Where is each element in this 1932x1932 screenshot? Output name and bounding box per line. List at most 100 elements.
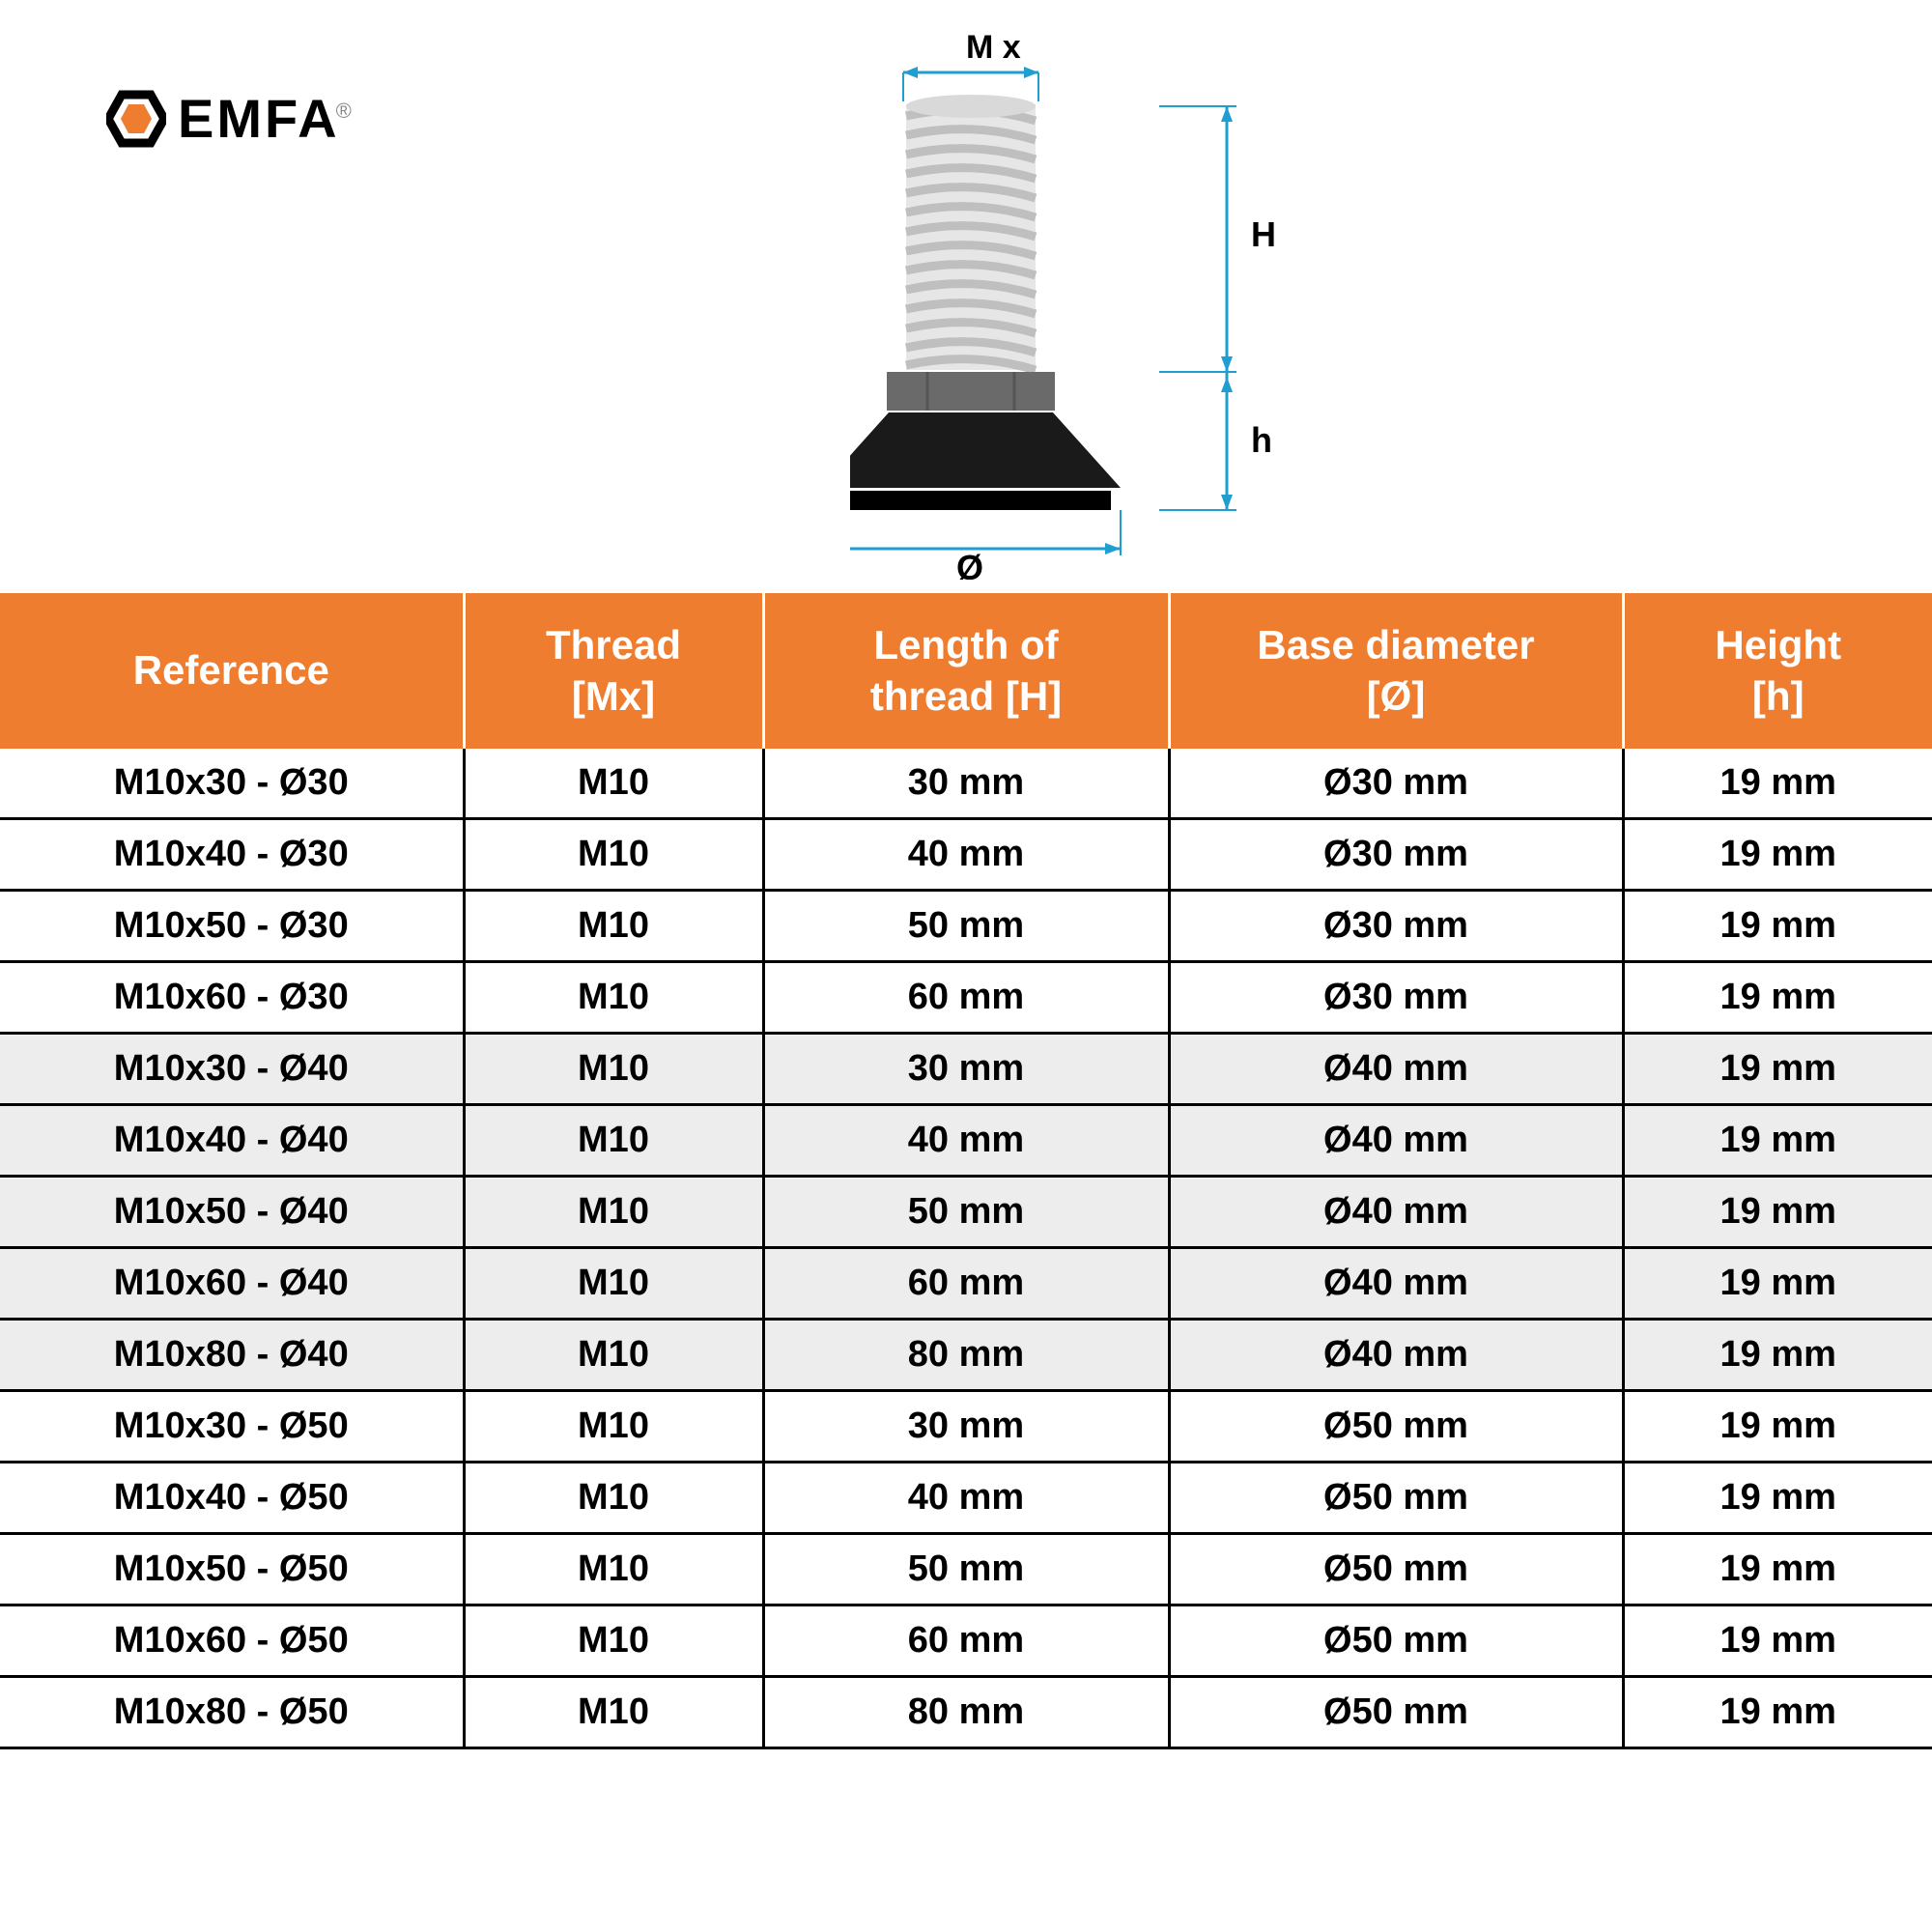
cell-hh: 19 mm <box>1623 1605 1932 1677</box>
cell-d: Ø40 mm <box>1169 1320 1623 1391</box>
cell-d: Ø30 mm <box>1169 749 1623 819</box>
table-row: M10x50 - Ø40M1050 mmØ40 mm19 mm <box>0 1177 1932 1248</box>
hex-nut <box>887 372 1055 411</box>
table-row: M10x30 - Ø30M1030 mmØ30 mm19 mm <box>0 749 1932 819</box>
spec-table: Reference Thread[Mx] Length ofthread [H]… <box>0 593 1932 1749</box>
cell-hh: 19 mm <box>1623 1534 1932 1605</box>
cell-H: 30 mm <box>763 1391 1169 1463</box>
cell-mx: M10 <box>464 1320 763 1391</box>
cell-hh: 19 mm <box>1623 1320 1932 1391</box>
cell-d: Ø50 mm <box>1169 1463 1623 1534</box>
cell-ref: M10x50 - Ø30 <box>0 891 464 962</box>
cell-mx: M10 <box>464 1034 763 1105</box>
registered-mark: ® <box>336 99 355 123</box>
cell-mx: M10 <box>464 1177 763 1248</box>
cell-mx: M10 <box>464 1534 763 1605</box>
cell-hh: 19 mm <box>1623 1177 1932 1248</box>
cell-d: Ø50 mm <box>1169 1534 1623 1605</box>
cell-d: Ø50 mm <box>1169 1677 1623 1748</box>
cell-ref: M10x80 - Ø40 <box>0 1320 464 1391</box>
cell-H: 60 mm <box>763 1248 1169 1320</box>
cell-d: Ø40 mm <box>1169 1105 1623 1177</box>
cell-H: 40 mm <box>763 819 1169 891</box>
table-row: M10x30 - Ø50M1030 mmØ50 mm19 mm <box>0 1391 1932 1463</box>
cell-H: 50 mm <box>763 891 1169 962</box>
cell-hh: 19 mm <box>1623 1677 1932 1748</box>
cell-ref: M10x50 - Ø40 <box>0 1177 464 1248</box>
cell-H: 50 mm <box>763 1534 1169 1605</box>
col-header-reference: Reference <box>0 593 464 749</box>
spec-table-container: Reference Thread[Mx] Length ofthread [H]… <box>0 593 1932 1749</box>
cell-ref: M10x30 - Ø40 <box>0 1034 464 1105</box>
brand-logo: EMFA® <box>106 87 355 150</box>
col-header-length: Length ofthread [H] <box>763 593 1169 749</box>
cell-H: 60 mm <box>763 962 1169 1034</box>
cell-hh: 19 mm <box>1623 749 1932 819</box>
cell-H: 60 mm <box>763 1605 1169 1677</box>
cell-hh: 19 mm <box>1623 1463 1932 1534</box>
cell-d: Ø30 mm <box>1169 891 1623 962</box>
brand-name-text: EMFA <box>178 88 340 149</box>
cell-mx: M10 <box>464 1605 763 1677</box>
cell-d: Ø50 mm <box>1169 1391 1623 1463</box>
brand-name: EMFA® <box>178 87 355 150</box>
cell-mx: M10 <box>464 891 763 962</box>
table-row: M10x40 - Ø40M1040 mmØ40 mm19 mm <box>0 1105 1932 1177</box>
cell-hh: 19 mm <box>1623 819 1932 891</box>
cell-d: Ø40 mm <box>1169 1034 1623 1105</box>
table-header-row: Reference Thread[Mx] Length ofthread [H]… <box>0 593 1932 749</box>
cell-d: Ø30 mm <box>1169 819 1623 891</box>
cell-d: Ø40 mm <box>1169 1248 1623 1320</box>
cell-hh: 19 mm <box>1623 962 1932 1034</box>
table-row: M10x40 - Ø30M1040 mmØ30 mm19 mm <box>0 819 1932 891</box>
table-row: M10x60 - Ø50M1060 mmØ50 mm19 mm <box>0 1605 1932 1677</box>
cell-hh: 19 mm <box>1623 891 1932 962</box>
cell-H: 80 mm <box>763 1320 1169 1391</box>
table-row: M10x40 - Ø50M1040 mmØ50 mm19 mm <box>0 1463 1932 1534</box>
thread-shaft <box>906 95 1036 370</box>
table-row: M10x50 - Ø50M1050 mmØ50 mm19 mm <box>0 1534 1932 1605</box>
cell-mx: M10 <box>464 1248 763 1320</box>
cell-ref: M10x40 - Ø30 <box>0 819 464 891</box>
cell-H: 30 mm <box>763 1034 1169 1105</box>
conical-base <box>850 412 1121 488</box>
cell-ref: M10x60 - Ø50 <box>0 1605 464 1677</box>
cell-H: 40 mm <box>763 1463 1169 1534</box>
table-row: M10x60 - Ø40M1060 mmØ40 mm19 mm <box>0 1248 1932 1320</box>
dim-label-h: h <box>1251 420 1272 460</box>
cell-d: Ø30 mm <box>1169 962 1623 1034</box>
cell-mx: M10 <box>464 819 763 891</box>
cell-hh: 19 mm <box>1623 1105 1932 1177</box>
cell-hh: 19 mm <box>1623 1034 1932 1105</box>
table-row: M10x30 - Ø40M1030 mmØ40 mm19 mm <box>0 1034 1932 1105</box>
col-header-thread: Thread[Mx] <box>464 593 763 749</box>
cell-ref: M10x30 - Ø50 <box>0 1391 464 1463</box>
cell-hh: 19 mm <box>1623 1248 1932 1320</box>
cell-ref: M10x80 - Ø50 <box>0 1677 464 1748</box>
table-row: M10x60 - Ø30M1060 mmØ30 mm19 mm <box>0 962 1932 1034</box>
cell-ref: M10x40 - Ø50 <box>0 1463 464 1534</box>
cell-H: 40 mm <box>763 1105 1169 1177</box>
cell-hh: 19 mm <box>1623 1391 1932 1463</box>
foot-pad <box>850 491 1111 510</box>
col-header-diameter: Base diameter[Ø] <box>1169 593 1623 749</box>
hex-icon <box>106 89 166 149</box>
cell-mx: M10 <box>464 1391 763 1463</box>
cell-ref: M10x60 - Ø40 <box>0 1248 464 1320</box>
product-diagram: M x <box>850 29 1391 580</box>
cell-mx: M10 <box>464 1105 763 1177</box>
dim-label-H: H <box>1251 214 1276 254</box>
cell-mx: M10 <box>464 962 763 1034</box>
cell-mx: M10 <box>464 749 763 819</box>
table-row: M10x80 - Ø50M1080 mmØ50 mm19 mm <box>0 1677 1932 1748</box>
col-header-height: Height[h] <box>1623 593 1932 749</box>
cell-d: Ø50 mm <box>1169 1605 1623 1677</box>
table-row: M10x80 - Ø40M1080 mmØ40 mm19 mm <box>0 1320 1932 1391</box>
cell-ref: M10x40 - Ø40 <box>0 1105 464 1177</box>
cell-ref: M10x50 - Ø50 <box>0 1534 464 1605</box>
cell-mx: M10 <box>464 1463 763 1534</box>
cell-H: 50 mm <box>763 1177 1169 1248</box>
cell-H: 80 mm <box>763 1677 1169 1748</box>
cell-ref: M10x30 - Ø30 <box>0 749 464 819</box>
dim-label-d: Ø <box>956 548 983 580</box>
